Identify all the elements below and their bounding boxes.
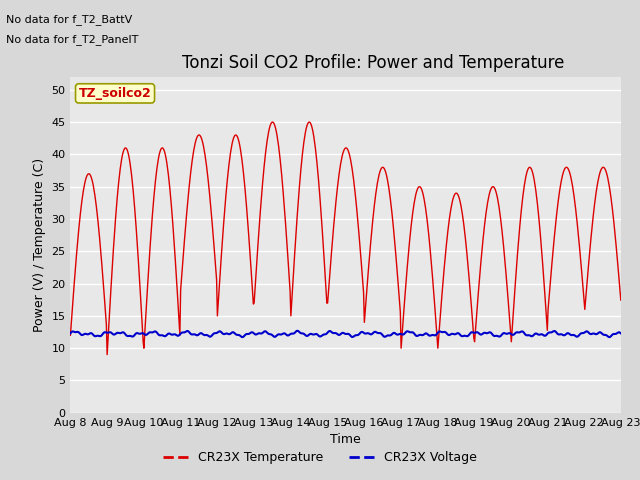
Text: No data for f_T2_PanelT: No data for f_T2_PanelT	[6, 34, 139, 45]
Y-axis label: Power (V) / Temperature (C): Power (V) / Temperature (C)	[33, 158, 46, 332]
X-axis label: Time: Time	[330, 433, 361, 446]
Title: Tonzi Soil CO2 Profile: Power and Temperature: Tonzi Soil CO2 Profile: Power and Temper…	[182, 54, 564, 72]
Text: No data for f_T2_BattV: No data for f_T2_BattV	[6, 14, 132, 25]
Legend: CR23X Temperature, CR23X Voltage: CR23X Temperature, CR23X Voltage	[159, 446, 481, 469]
Text: TZ_soilco2: TZ_soilco2	[79, 87, 152, 100]
